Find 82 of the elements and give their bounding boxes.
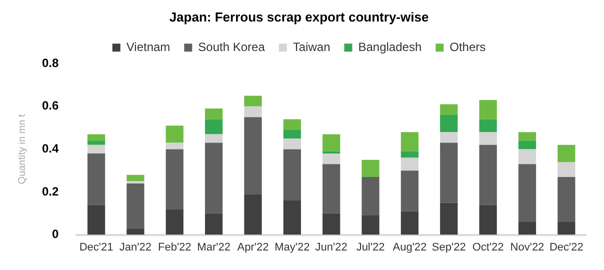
bar xyxy=(126,228,144,235)
bar xyxy=(283,119,301,130)
bar xyxy=(283,149,301,201)
bar xyxy=(87,140,106,145)
bar xyxy=(204,213,223,235)
x-tick-label: Feb'22 xyxy=(158,241,192,254)
bar xyxy=(558,162,576,178)
chart-title: Japan: Ferrous scrap export country-wise xyxy=(169,9,429,24)
bar xyxy=(166,126,184,143)
bar xyxy=(87,153,106,205)
x-tick-label: Nov'22 xyxy=(510,241,544,254)
x-tick-label: Dec'22 xyxy=(549,241,584,254)
bar xyxy=(400,158,419,171)
x-tick-label: Apr'22 xyxy=(237,241,269,254)
legend-label: Others xyxy=(450,40,486,54)
bar xyxy=(440,104,458,115)
bar xyxy=(322,164,340,214)
bar xyxy=(518,140,536,150)
bar xyxy=(244,106,262,118)
bar xyxy=(479,204,497,235)
bar xyxy=(244,194,262,235)
y-tick-label: 0.4 xyxy=(42,142,59,156)
bar xyxy=(87,144,106,154)
x-tick-label: Dec'21 xyxy=(79,241,114,254)
bar xyxy=(204,119,223,134)
bar xyxy=(322,153,340,164)
x-tick-label: Sep'22 xyxy=(432,241,466,254)
bar xyxy=(479,144,497,205)
bar xyxy=(400,170,419,212)
bar xyxy=(283,200,301,235)
bar xyxy=(400,151,419,158)
bar xyxy=(204,142,223,214)
x-tick-label: Jul'22 xyxy=(356,241,385,254)
x-tick-label: Mar'22 xyxy=(197,241,230,254)
bar xyxy=(126,174,144,182)
bar xyxy=(479,132,497,145)
bar xyxy=(166,142,184,150)
bar xyxy=(322,134,340,152)
legend-label: Bangladesh xyxy=(358,40,422,54)
bar xyxy=(479,119,497,132)
bar xyxy=(440,142,458,203)
x-tick-label: Aug'22 xyxy=(392,241,427,254)
bar xyxy=(322,213,340,235)
y-tick-label: 0.2 xyxy=(42,184,59,198)
bar xyxy=(518,164,536,222)
bar xyxy=(126,183,144,228)
y-tick-label: 0 xyxy=(52,227,59,242)
bar xyxy=(518,222,536,235)
bar xyxy=(440,132,458,143)
x-tick-label: May'22 xyxy=(274,241,310,254)
bar xyxy=(400,132,419,152)
y-axis-title: Quantity in mn t xyxy=(16,114,28,184)
bar xyxy=(244,96,262,106)
bar xyxy=(204,134,223,143)
bar xyxy=(518,132,536,141)
bar xyxy=(87,134,106,141)
bar xyxy=(283,130,301,138)
bar xyxy=(283,138,301,150)
y-tick-label: 0.8 xyxy=(42,56,59,70)
bar xyxy=(244,117,262,194)
bar xyxy=(362,216,380,235)
bar xyxy=(558,222,576,235)
x-tick-label: Oct'22 xyxy=(472,241,504,254)
x-tick-label: Jan'22 xyxy=(119,241,152,254)
bar xyxy=(166,149,184,210)
bar xyxy=(479,100,497,120)
bar xyxy=(440,114,458,132)
bar xyxy=(558,177,576,222)
bar xyxy=(204,108,223,120)
bar xyxy=(558,144,576,162)
bar xyxy=(362,160,380,178)
bar xyxy=(87,204,106,235)
legend-label: Taiwan xyxy=(292,40,330,54)
bar xyxy=(518,149,536,164)
bar xyxy=(400,211,419,235)
bar xyxy=(362,177,380,216)
x-tick-label: Jun'22 xyxy=(315,241,348,254)
bar xyxy=(440,202,458,235)
legend-label: Vietnam xyxy=(126,40,170,54)
y-tick-label: 0.6 xyxy=(42,98,59,113)
legend-label: South Korea xyxy=(198,40,266,54)
bar xyxy=(166,209,184,235)
